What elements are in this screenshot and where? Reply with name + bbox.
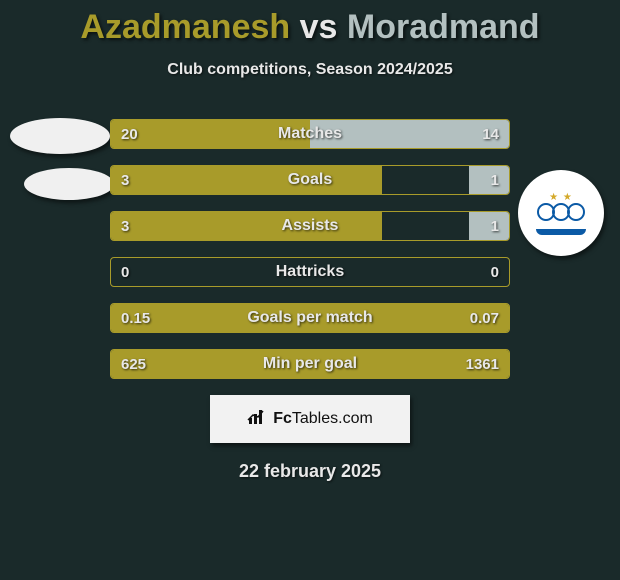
watermark: FcTables.com: [210, 395, 410, 443]
badge-ribbon-icon: [536, 229, 586, 235]
player1-logo: [10, 110, 110, 210]
comparison-bars: 2014Matches 31Goals 31Assists 00Hattricks 0.…: [110, 119, 510, 379]
stat-bar: 0.150.07Goals per match: [110, 303, 510, 333]
stat-label: Assists: [111, 212, 509, 240]
stat-bar: 6251361Min per goal: [110, 349, 510, 379]
stat-label: Hattricks: [111, 258, 509, 286]
stat-bar: 00Hattricks: [110, 257, 510, 287]
stat-label: Min per goal: [111, 350, 509, 378]
badge-stars-icon: ★ ★: [549, 192, 573, 203]
chart-icon: [247, 408, 267, 431]
logo-ellipse: [24, 168, 114, 200]
stat-bar: 2014Matches: [110, 119, 510, 149]
stat-bar: 31Assists: [110, 211, 510, 241]
snapshot-date: 22 february 2025: [0, 461, 620, 482]
badge-rings-icon: [537, 203, 585, 227]
stat-label: Matches: [111, 120, 509, 148]
player2-logo: ★ ★: [510, 170, 610, 270]
subtitle: Club competitions, Season 2024/2025: [0, 61, 620, 79]
club-badge: ★ ★: [518, 170, 604, 256]
stat-bar: 31Goals: [110, 165, 510, 195]
vs-separator: vs: [300, 8, 338, 46]
player1-name: Azadmanesh: [80, 8, 290, 46]
comparison-title: Azadmanesh vs Moradmand: [0, 0, 620, 47]
watermark-text: FcTables.com: [273, 410, 373, 428]
stat-label: Goals: [111, 166, 509, 194]
player2-name: Moradmand: [347, 8, 540, 46]
logo-ellipse: [10, 118, 110, 154]
stat-label: Goals per match: [111, 304, 509, 332]
